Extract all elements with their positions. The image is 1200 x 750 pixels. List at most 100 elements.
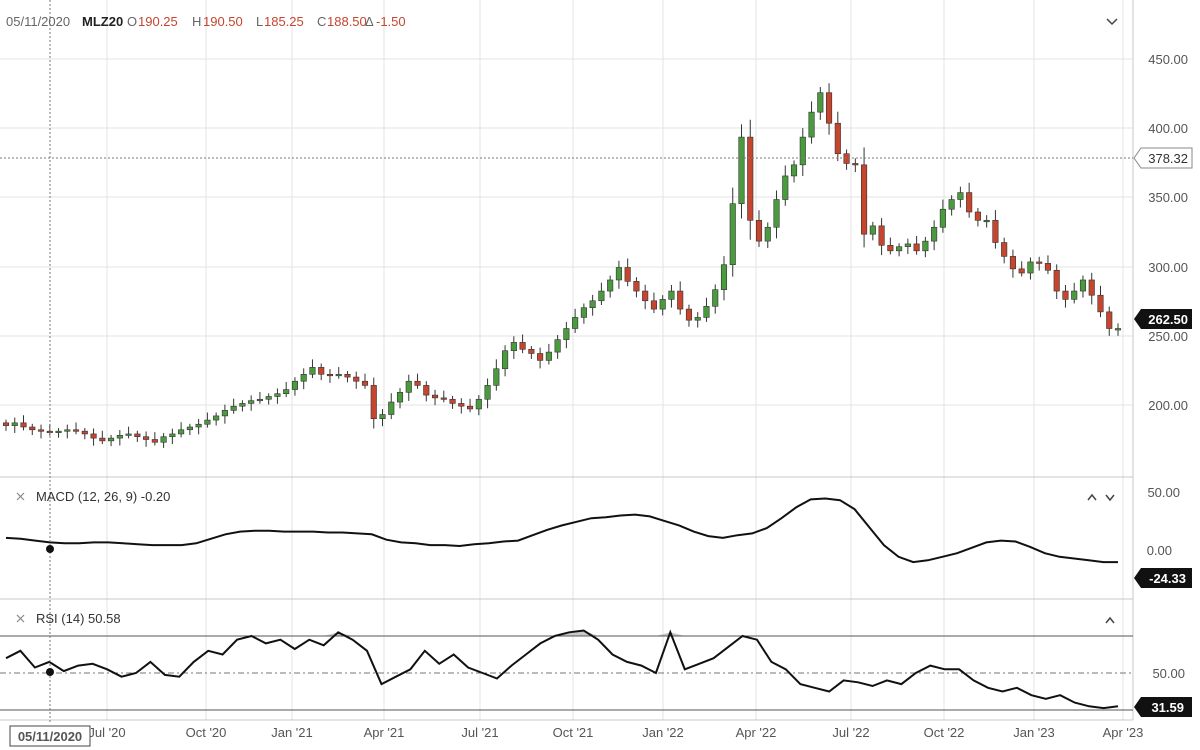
candle-body-up [729, 203, 736, 266]
candle [773, 190, 780, 239]
candle [186, 423, 193, 436]
candle-body-down [1053, 269, 1060, 292]
candle [1018, 261, 1025, 277]
x-tick-label: Jul '21 [461, 725, 498, 740]
macd-pane[interactable] [5, 497, 1118, 564]
candle-body-up [283, 389, 290, 395]
candle-body-up [598, 290, 605, 302]
candle-body-down [913, 243, 920, 252]
candle-body-down [974, 211, 981, 221]
candle [764, 222, 771, 249]
candle-body-up [790, 164, 798, 177]
candle-body-up [896, 246, 903, 252]
candle-body-up [615, 267, 622, 281]
candle [703, 297, 710, 322]
candle-body-up [239, 403, 246, 407]
x-tick-label: Apr '22 [736, 725, 777, 740]
candle [834, 111, 841, 162]
candlestick-series [2, 83, 1122, 448]
candle [1097, 285, 1104, 318]
candle-body-down [423, 385, 430, 396]
candle-body-down [361, 380, 369, 386]
price-pane[interactable] [0, 83, 1133, 448]
candle-body-up [484, 385, 491, 400]
candle [1071, 282, 1078, 304]
candle-body-up [169, 433, 176, 438]
candle-body-up [799, 136, 806, 166]
candle-body-down [151, 439, 158, 443]
rsi-last-value-tag: 31.59 [1134, 697, 1192, 717]
rsi-pane[interactable] [0, 629, 1133, 711]
candle-body-up [764, 226, 771, 242]
candle-body-up [589, 300, 596, 309]
candle [449, 395, 456, 409]
move-up-icon[interactable] [1105, 616, 1115, 624]
y-tick-label: 400.00 [1148, 121, 1188, 136]
candle [904, 238, 911, 255]
candle [913, 235, 920, 255]
candle [204, 412, 211, 428]
candle-body-down [861, 164, 868, 235]
header-high-key: H [192, 14, 201, 29]
candle-body-down [72, 429, 80, 432]
candle [528, 345, 535, 359]
header-close-key: C [317, 14, 326, 29]
candle [1009, 249, 1016, 278]
candle-body-down [528, 349, 535, 354]
candle-body-down [344, 373, 351, 378]
y-tick-label: 350.00 [1148, 190, 1188, 205]
candle [151, 432, 158, 446]
candle [90, 428, 97, 446]
candle-body-down [887, 244, 894, 252]
candle [650, 292, 657, 314]
x-tick-label: Apr '23 [1103, 725, 1144, 740]
candle-body-up [335, 373, 342, 377]
candle-body-up [213, 415, 220, 421]
move-up-icon[interactable] [1087, 493, 1097, 501]
candle-body-down [624, 267, 631, 282]
candle [256, 392, 263, 404]
header-open-value: 190.25 [138, 14, 178, 29]
candle [948, 195, 955, 216]
candle-body-down [414, 380, 421, 386]
header-close-value: 188.50 [327, 14, 367, 29]
candle-body-down [326, 373, 334, 377]
collapse-chevron-icon[interactable] [1106, 18, 1118, 26]
candle [11, 417, 18, 433]
candle-body-up [108, 437, 115, 442]
candle [29, 423, 36, 436]
candle [589, 294, 596, 316]
x-tick-label: Jul '20 [88, 725, 125, 740]
candle [283, 381, 290, 398]
candle-body-up [554, 339, 561, 353]
header-change-key: Δ [365, 14, 374, 29]
x-tick-label: Oct '20 [186, 725, 227, 740]
candle-body-up [204, 419, 211, 425]
x-tick-label: Jan '21 [271, 725, 313, 740]
x-axis: Jul '20 Oct '20 Jan '21 Apr '21 Jul '21 … [88, 725, 1143, 740]
y-tick-label: 450.00 [1148, 52, 1188, 67]
candle-body-up [248, 400, 255, 404]
candle [878, 218, 885, 256]
move-down-icon[interactable] [1105, 494, 1115, 502]
candle-body-up [922, 240, 929, 252]
candle [607, 275, 614, 298]
candle [291, 377, 298, 396]
candle [396, 388, 404, 409]
candle [108, 434, 115, 447]
close-x-icon[interactable] [16, 614, 25, 623]
candle [37, 424, 45, 439]
cursor-date-value: 05/11/2020 [18, 729, 82, 744]
candle-body-down [29, 426, 36, 431]
candle [309, 359, 316, 379]
candle [983, 215, 990, 228]
close-x-icon[interactable] [16, 492, 25, 501]
candle [221, 404, 228, 424]
candle [519, 334, 526, 354]
candle [1106, 306, 1113, 336]
candle-body-up [607, 279, 614, 292]
candle [843, 149, 850, 170]
candle-body-up [388, 401, 395, 415]
candle-body-down [1036, 261, 1043, 264]
